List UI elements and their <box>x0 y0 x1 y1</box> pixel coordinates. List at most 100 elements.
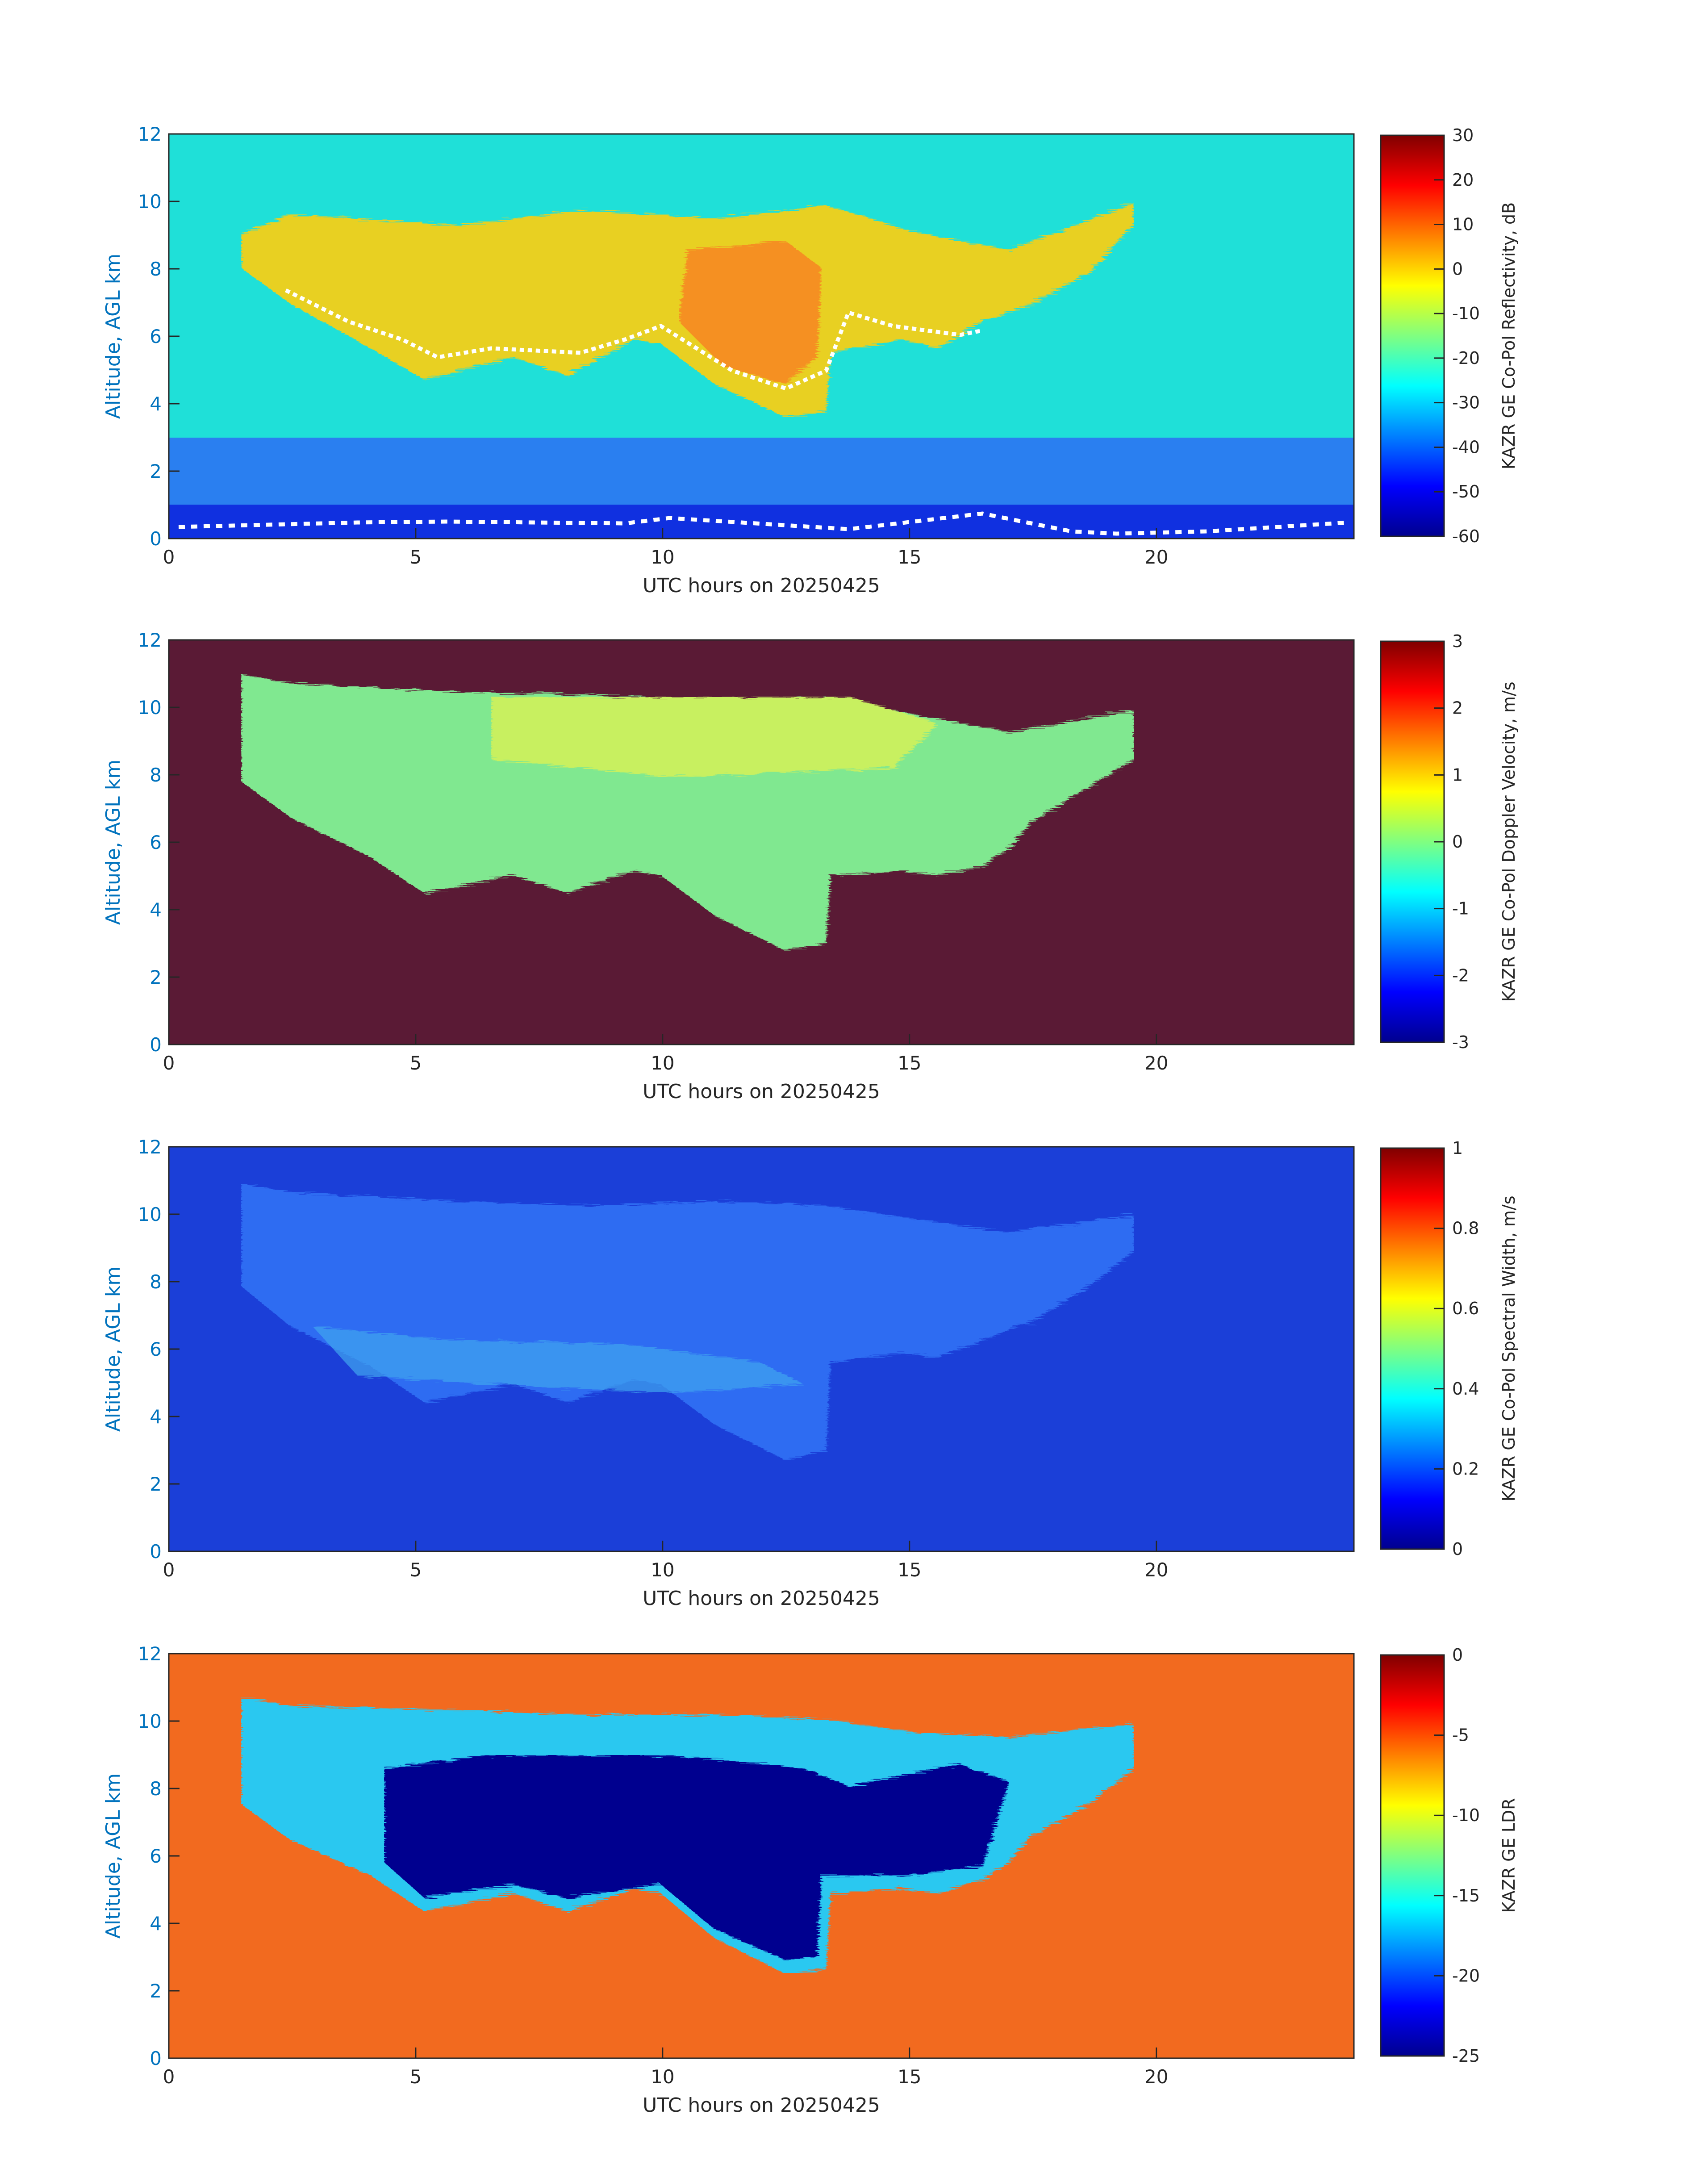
colorbar-tick-label: 3 <box>1452 631 1463 651</box>
y-tick-label: 0 <box>150 2047 162 2069</box>
colorbar-tick-label: -15 <box>1452 1886 1480 1905</box>
colorbar-tick-label: 0.4 <box>1452 1379 1479 1399</box>
colorbar-tick-label: 0 <box>1452 1645 1463 1665</box>
y-tick-label: 12 <box>138 1643 162 1665</box>
colorbar-tick-label: 1 <box>1452 765 1463 785</box>
colorbar-ldr-ramp <box>1380 1654 1445 2057</box>
y-tick-label: 10 <box>138 1203 162 1225</box>
y-tick-label: 2 <box>150 966 162 988</box>
y-tick-label: 10 <box>138 697 162 719</box>
reflectivity-surface-echo <box>178 511 1349 536</box>
y-tick-label: 12 <box>138 1136 162 1158</box>
x-tick-label: 5 <box>410 546 422 568</box>
x-tick-label: 0 <box>163 546 175 568</box>
colorbar-tick-label: -30 <box>1452 393 1480 413</box>
colorbar-tick-label: 2 <box>1452 698 1463 718</box>
colorbar-tick-label: -2 <box>1452 965 1469 985</box>
x-tick-label: 15 <box>898 2066 921 2088</box>
colorbar-tick-label: 0 <box>1452 832 1463 852</box>
colorbar-tick-label: 30 <box>1452 125 1474 145</box>
y-tick-label: 8 <box>150 764 162 786</box>
colorbar-width-ramp <box>1380 1147 1445 1550</box>
colorbar-label: KAZR GE Co-Pol Spectral Width, m/s <box>1499 1195 1519 1501</box>
x-axis-label: UTC hours on 20250425 <box>643 1080 880 1103</box>
y-tick-label: 2 <box>150 1980 162 2002</box>
colorbar-tick-label: 0.8 <box>1452 1219 1479 1238</box>
x-tick-label: 20 <box>1144 2066 1168 2088</box>
y-tick-label: 2 <box>150 460 162 482</box>
x-tick-label: 10 <box>651 546 674 568</box>
x-axis-label: UTC hours on 20250425 <box>643 2094 880 2117</box>
x-tick-label: 0 <box>163 1052 175 1074</box>
width-cloud <box>241 1183 1134 1460</box>
ldr-cloud-core <box>384 1755 1009 1960</box>
colorbar-reflectivity-ramp <box>1380 134 1445 537</box>
x-tick-label: 15 <box>898 1559 921 1581</box>
panel-spectral-width <box>168 1146 1355 1552</box>
colorbar-tick-label: -50 <box>1452 482 1480 501</box>
colorbar-tick-label: -10 <box>1452 1805 1480 1825</box>
y-tick-label: 8 <box>150 1778 162 1800</box>
y-axis-label: Altitude, AGL km <box>102 1266 125 1432</box>
y-tick-label: 2 <box>150 1473 162 1495</box>
y-axis-label: Altitude, AGL km <box>102 254 125 419</box>
y-tick-label: 6 <box>150 1845 162 1867</box>
x-tick-label: 5 <box>410 1052 422 1074</box>
colorbar-tick-label: -10 <box>1452 304 1480 323</box>
colorbar-spectral-width <box>1380 1147 1445 1550</box>
x-tick-label: 20 <box>1144 1559 1168 1581</box>
x-tick-label: 15 <box>898 546 921 568</box>
width-cloud-highlight <box>313 1326 804 1393</box>
colorbar-label: KAZR GE Co-Pol Reflectivity, dB <box>1499 202 1519 469</box>
colorbar-reflectivity <box>1380 134 1445 537</box>
reflectivity-melting-layer <box>284 288 983 391</box>
y-tick-label: 4 <box>150 899 162 921</box>
x-tick-label: 5 <box>410 1559 422 1581</box>
colorbar-label: KAZR GE Co-Pol Doppler Velocity, m/s <box>1499 681 1519 1002</box>
x-tick-label: 0 <box>163 2066 175 2088</box>
y-axis-label: Altitude, AGL km <box>102 760 125 925</box>
y-tick-label: 12 <box>138 123 162 145</box>
velocity-cloud-upper <box>491 697 938 777</box>
colorbar-tick-label: 20 <box>1452 170 1474 190</box>
y-tick-label: 4 <box>150 1913 162 1935</box>
colorbar-label: KAZR GE LDR <box>1499 1798 1519 1913</box>
x-tick-label: 5 <box>410 2066 422 2088</box>
y-tick-label: 4 <box>150 1406 162 1428</box>
y-tick-label: 0 <box>150 1541 162 1563</box>
y-tick-label: 8 <box>150 1271 162 1293</box>
colorbar-tick-label: -40 <box>1452 437 1480 457</box>
colorbar-tick-label: -20 <box>1452 348 1480 368</box>
y-tick-label: 6 <box>150 1338 162 1360</box>
panel-reflectivity <box>168 133 1355 539</box>
reflectivity-cloud-core <box>679 241 822 384</box>
y-tick-label: 0 <box>150 1034 162 1056</box>
colorbar-tick-label: 0.2 <box>1452 1459 1479 1479</box>
colorbar-tick-label: -20 <box>1452 1966 1480 1985</box>
y-tick-label: 10 <box>138 191 162 213</box>
y-tick-label: 10 <box>138 1710 162 1732</box>
panel-ldr <box>168 1653 1355 2059</box>
colorbar-tick-label: -5 <box>1452 1726 1469 1745</box>
colorbar-tick-label: 0 <box>1452 259 1463 279</box>
colorbar-tick-label: -60 <box>1452 526 1480 546</box>
x-axis-label: UTC hours on 20250425 <box>643 1587 880 1610</box>
colorbar-tick-label: -1 <box>1452 899 1469 919</box>
colorbar-tick-label: 1 <box>1452 1138 1463 1158</box>
y-tick-label: 8 <box>150 258 162 280</box>
x-tick-label: 15 <box>898 1052 921 1074</box>
y-tick-label: 6 <box>150 326 162 347</box>
colorbar-tick-label: 0.6 <box>1452 1299 1479 1318</box>
x-tick-label: 10 <box>651 1052 674 1074</box>
colorbar-ldr <box>1380 1654 1445 2057</box>
panel-doppler-velocity <box>168 639 1355 1045</box>
colorbar-tick-label: -3 <box>1452 1032 1469 1052</box>
y-tick-label: 0 <box>150 528 162 550</box>
colorbar-tick-label: 0 <box>1452 1539 1463 1559</box>
y-axis-label: Altitude, AGL km <box>102 1773 125 1939</box>
x-tick-label: 10 <box>651 1559 674 1581</box>
x-axis-label: UTC hours on 20250425 <box>643 574 880 597</box>
y-tick-label: 4 <box>150 393 162 415</box>
